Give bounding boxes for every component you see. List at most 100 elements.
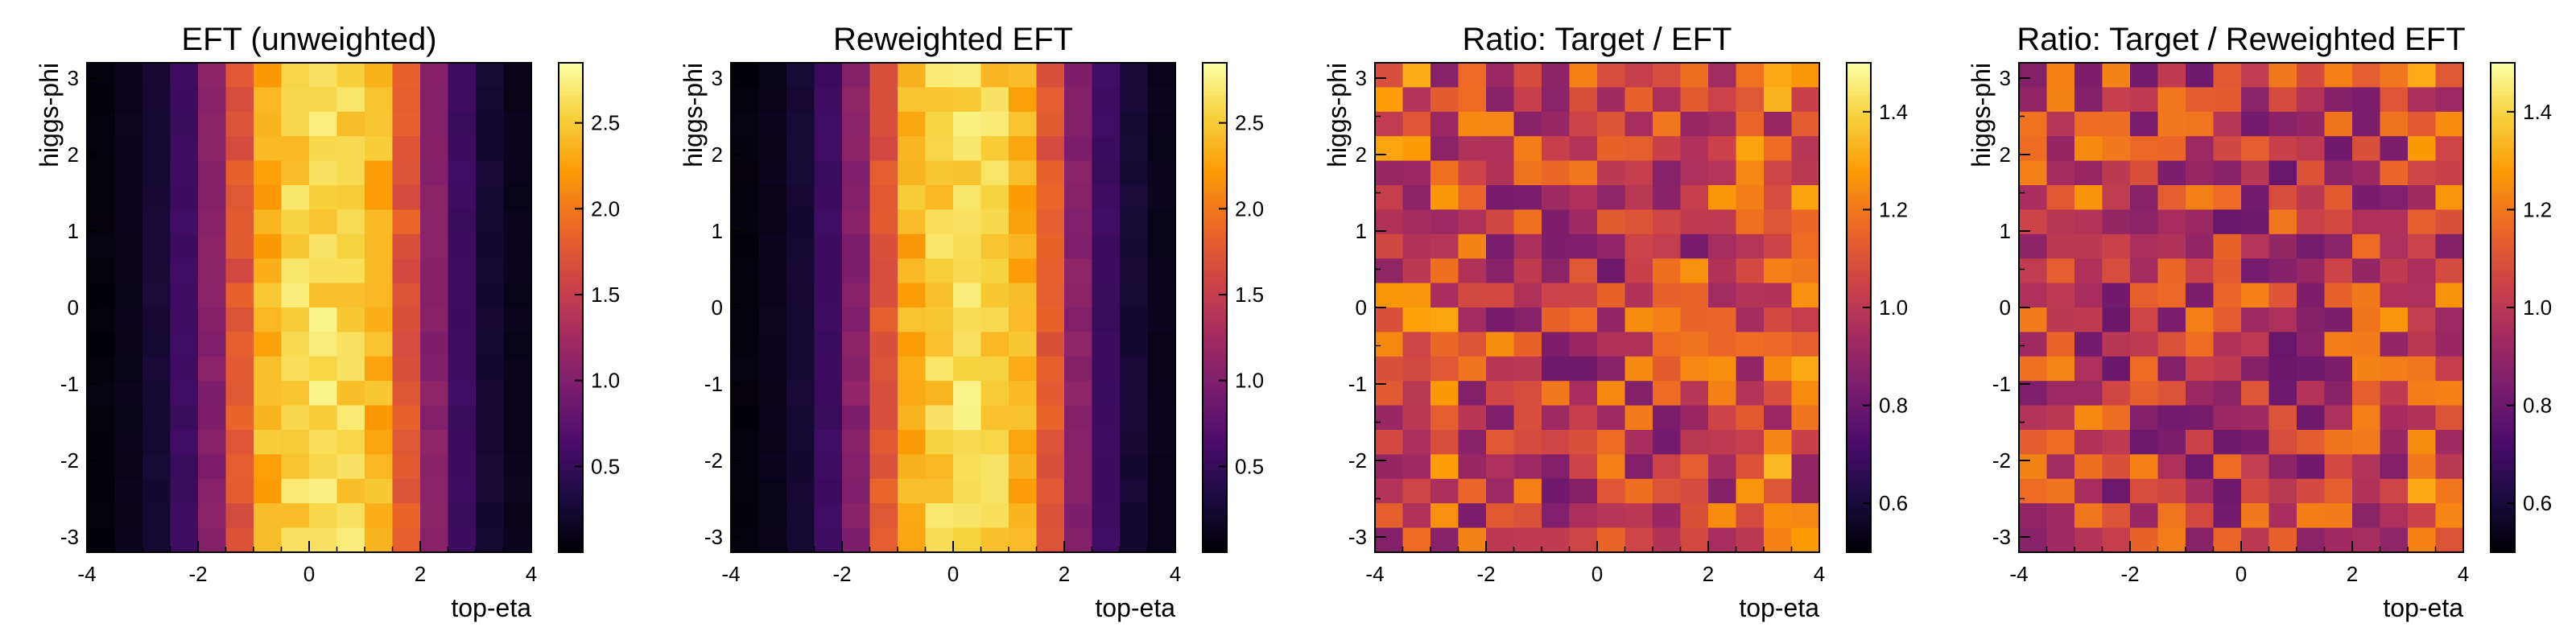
- heatmap-cell: [1430, 430, 1459, 455]
- heatmap-cell: [198, 233, 227, 259]
- heatmap-cell: [1009, 63, 1038, 88]
- heatmap-cell: [2408, 381, 2437, 407]
- colorbar-segment: [1847, 279, 1871, 284]
- heatmap-cell: [448, 283, 477, 308]
- x-tick-label: 2: [1703, 562, 1714, 586]
- heatmap-cell: [2241, 160, 2270, 186]
- heatmap-cell: [1430, 503, 1459, 529]
- heatmap-cell: [1569, 356, 1598, 382]
- heatmap-cell: [758, 332, 787, 357]
- heatmap-panel-3: Ratio: Target / EFT -4 -2 0 2 4 -3 -2 -1 0 1 2 3 top-…: [1288, 0, 1932, 644]
- colorbar-segment: [1847, 111, 1871, 117]
- heatmap-cell: [503, 527, 532, 553]
- heatmap-cell: [1513, 308, 1542, 332]
- colorbar-segment: [1203, 389, 1227, 394]
- heatmap-cell: [2019, 454, 2048, 480]
- colorbar-segment: [559, 434, 583, 439]
- colorbar-segment: [2491, 229, 2515, 235]
- colorbar-segment: [2491, 312, 2515, 316]
- heatmap-cell: [953, 233, 982, 259]
- heatmap-cell: [448, 233, 477, 259]
- heatmap-cell: [254, 381, 283, 407]
- colorbar-segment: [1847, 237, 1871, 243]
- heatmap-cell: [1736, 63, 1765, 88]
- colorbar-segment: [1203, 266, 1227, 271]
- heatmap-cell: [1092, 332, 1121, 357]
- colorbar-segment: [1203, 140, 1227, 145]
- heatmap-cell: [869, 478, 898, 504]
- colorbar-segment: [1203, 75, 1227, 80]
- colorbar-segment: [559, 360, 583, 365]
- heatmap-cell: [2074, 381, 2103, 407]
- heatmap-cell: [336, 332, 365, 357]
- colorbar-segment: [2491, 397, 2515, 402]
- colorbar-segment: [559, 348, 583, 353]
- heatmap-cell: [2186, 87, 2215, 113]
- heatmap-cell: [420, 136, 449, 162]
- colorbar-segment: [559, 148, 583, 154]
- colorbar-tick-label: 1.2: [1879, 197, 1908, 221]
- heatmap-cell: [281, 381, 310, 407]
- colorbar-segment: [559, 535, 583, 541]
- heatmap-cell: [392, 308, 421, 332]
- heatmap-cell: [731, 233, 760, 259]
- heatmap-cell: [198, 381, 227, 407]
- colorbar-segment: [1847, 87, 1871, 93]
- heatmap-cell: [254, 233, 283, 259]
- y-tick-label: -1: [60, 372, 79, 396]
- colorbar-segment: [2491, 308, 2515, 312]
- heatmap-cell: [1375, 87, 1404, 113]
- heatmap-cell: [198, 63, 227, 88]
- heatmap-cell: [448, 430, 477, 455]
- heatmap-cell: [869, 233, 898, 259]
- heatmap-cell: [2297, 478, 2326, 504]
- heatmap-cell: [1147, 111, 1176, 137]
- heatmap-cell: [980, 136, 1009, 162]
- colorbar-segment: [1847, 107, 1871, 113]
- colorbar-segment: [1203, 531, 1227, 537]
- heatmap-cell: [953, 87, 982, 113]
- x-axis-label: top-eta: [1095, 593, 1175, 622]
- heatmap-cell: [2019, 356, 2048, 382]
- heatmap-cell: [2324, 405, 2353, 431]
- colorbar-segment: [559, 401, 583, 407]
- colorbar-segment: [1203, 172, 1227, 178]
- heatmap-cell: [1458, 405, 1487, 431]
- heatmap-cell: [2046, 405, 2075, 431]
- x-tick-label: -4: [721, 562, 740, 586]
- heatmap-cell: [1764, 381, 1793, 407]
- colorbar-segment: [1847, 373, 1871, 378]
- heatmap-cell: [170, 136, 199, 162]
- heatmap-cell: [420, 209, 449, 235]
- heatmap-cell: [1486, 430, 1515, 455]
- heatmap-cell: [2268, 381, 2297, 407]
- heatmap-cell: [731, 356, 760, 382]
- heatmap-cell: [2241, 87, 2270, 113]
- heatmap-cell: [2241, 503, 2270, 529]
- colorbar-segment: [1203, 356, 1227, 361]
- colorbar-segment: [1203, 213, 1227, 219]
- heatmap-cell: [1791, 283, 1820, 308]
- colorbar-segment: [1203, 67, 1227, 72]
- heatmap-cell: [392, 454, 421, 480]
- heatmap-cell: [114, 405, 143, 431]
- heatmap-cell: [1036, 454, 1065, 480]
- colorbar-segment: [559, 254, 583, 259]
- colorbar-segment: [1847, 409, 1871, 415]
- heatmap-cell: [1653, 87, 1682, 113]
- heatmap-cell: [2268, 308, 2297, 332]
- heatmap-cell: [198, 308, 227, 332]
- heatmap-cell: [2019, 136, 2048, 162]
- heatmap-cell: [1542, 136, 1571, 162]
- colorbar-segment: [2491, 136, 2515, 141]
- heatmap-cell: [1736, 356, 1765, 382]
- colorbar-segment: [1203, 275, 1227, 280]
- x-tick-label: 0: [1591, 562, 1603, 586]
- colorbar-segment: [559, 458, 583, 464]
- heatmap-cell: [2268, 356, 2297, 382]
- colorbar-segment: [2491, 119, 2515, 125]
- heatmap-cell: [869, 209, 898, 235]
- heatmap-cell: [87, 283, 116, 308]
- heatmap-cell: [731, 111, 760, 137]
- colorbar-tick-label: 1.5: [591, 283, 620, 307]
